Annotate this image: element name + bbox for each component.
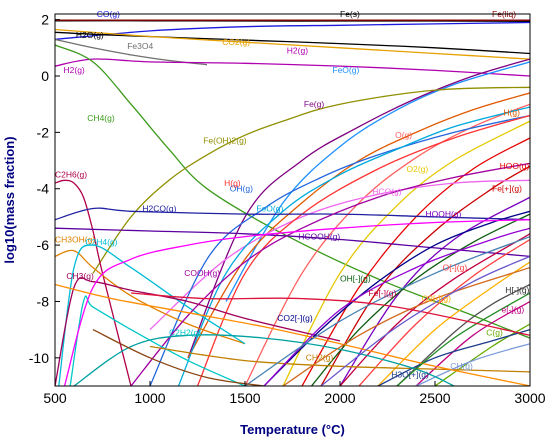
- series-label-25: C2H4(g): [85, 237, 117, 247]
- series-label-5: CO2(g): [222, 37, 250, 47]
- series-line-8: [225, 61, 530, 302]
- series-line-18: [177, 106, 530, 386]
- y-tick-label-4: -6: [37, 237, 50, 253]
- series-line-49: [320, 255, 530, 386]
- series-label-30: OH[-](g): [340, 274, 371, 284]
- series-line-36: [434, 323, 530, 386]
- series-line-16: [149, 179, 530, 331]
- series-line-47: [396, 292, 530, 386]
- series-line-20: [55, 179, 132, 386]
- series-line-10: [92, 86, 530, 274]
- series-line-21: [55, 207, 530, 221]
- y-tick-label-1: 0: [41, 68, 49, 84]
- series-label-4: Fe3O4: [127, 41, 153, 51]
- series-label-8: FeO(g): [332, 65, 359, 75]
- series-label-7: CH4(g): [87, 113, 115, 123]
- plot-frame: [54, 13, 531, 387]
- y-tick-label-2: -2: [37, 124, 50, 140]
- series-line-13: [282, 120, 530, 386]
- series-label-18: FeO(g): [256, 203, 283, 213]
- series-line-6: [55, 58, 530, 77]
- series-label-36: C(g): [486, 327, 503, 337]
- series-line-11: [187, 92, 530, 359]
- series-line-5: [55, 28, 530, 60]
- series-line-48: [130, 292, 530, 336]
- x-tick-label-3: 2000: [324, 390, 355, 406]
- series-line-9: [187, 58, 530, 359]
- series-line-15: [320, 165, 530, 386]
- series-label-13: O2(g): [407, 164, 429, 174]
- series-label-21: H2CO(g): [142, 203, 176, 213]
- y-axis-title: log10(mass fraction): [2, 136, 17, 263]
- series-line-24: [55, 249, 246, 345]
- series-line-45: [244, 235, 530, 386]
- series-line-46: [92, 329, 265, 386]
- x-tick-label-4: 2500: [419, 390, 450, 406]
- x-axis-ticks: 500 1000 1500 2000 2500 3000: [43, 381, 546, 406]
- x-axis-title: Temperature (°C): [240, 422, 345, 437]
- series-label-23: HCOOH(g): [298, 232, 340, 242]
- series-label-19: H(g): [224, 178, 241, 188]
- series-layer: [55, 19, 530, 386]
- series-label-6: H2(g): [287, 46, 308, 56]
- series-label-17: OH(g): [230, 184, 253, 194]
- y-axis-ticks: 2 0 -2 -4 -6 -8 -10: [29, 12, 60, 366]
- series-label-24: CH3OH(g): [55, 234, 95, 244]
- series-label-12: O(g): [395, 130, 412, 140]
- series-label-34: H[-](g): [505, 285, 529, 295]
- series-label-3: H2O(g): [76, 30, 104, 40]
- series-label-6-b: H2(g): [64, 65, 85, 75]
- x-tick-label-2: 1500: [229, 390, 260, 406]
- series-line-27: [55, 277, 341, 386]
- x-tick-label-0: 500: [43, 390, 67, 406]
- series-line-41: [55, 283, 530, 386]
- series-label-39: CH(g): [450, 361, 473, 371]
- series-line-26: [130, 162, 530, 386]
- series-label-32: O[-](g): [443, 263, 468, 273]
- series-line-3: [55, 31, 530, 55]
- series-label-11: H(g): [503, 108, 520, 118]
- series-line-37: [149, 345, 530, 373]
- series-line-40: [63, 219, 530, 386]
- series-label-22: HOOH(g): [426, 209, 462, 219]
- series-label-27: CH3(g): [66, 271, 94, 281]
- y-tick-label-6: -10: [29, 350, 49, 366]
- series-line-43: [263, 227, 530, 386]
- y-tick-label-5: -8: [37, 293, 50, 309]
- series-label-9: Fe(g): [304, 99, 324, 109]
- series-label-38: H3O[+](g): [391, 370, 429, 380]
- series-line-44: [282, 266, 530, 386]
- x-tick-label-5: 3000: [514, 390, 545, 406]
- series-label-31: Fe[-](g): [369, 288, 397, 298]
- series-label-33: O2[-](g): [422, 294, 451, 304]
- series-line-25: [58, 244, 246, 386]
- series-label-14: HOO(g): [500, 161, 530, 171]
- series-line-12: [244, 103, 530, 386]
- series-label-26: COOH(g): [184, 268, 220, 278]
- series-line-2: [55, 21, 530, 41]
- series-label-16: HCO(g): [372, 186, 401, 196]
- series-line-39: [415, 343, 530, 386]
- series-line-14: [301, 137, 530, 386]
- series-label-35: e[-](g): [502, 305, 525, 315]
- series-line-32: [358, 238, 530, 386]
- series-label-37: CH2(g): [306, 353, 334, 363]
- series-line-38: [377, 328, 530, 386]
- x-tick-label-1: 1000: [134, 390, 165, 406]
- y-tick-label-0: 2: [41, 12, 49, 28]
- series-line-28: [69, 295, 246, 386]
- series-label-29: CO2[-](g): [277, 313, 313, 323]
- series-line-30: [311, 213, 530, 386]
- series-line-31: [339, 233, 530, 386]
- y-tick-label-3: -4: [37, 181, 50, 197]
- series-label-10: Fe(OH)2(g): [203, 136, 247, 146]
- series-label-15: Fe[+](g): [492, 184, 522, 194]
- series-label-20: C2H6(g): [55, 170, 87, 180]
- series-line-17: [149, 114, 530, 386]
- series-line-7: [55, 44, 530, 339]
- series-line-23: [55, 227, 530, 258]
- series-label-28: C2H2(g): [169, 327, 201, 337]
